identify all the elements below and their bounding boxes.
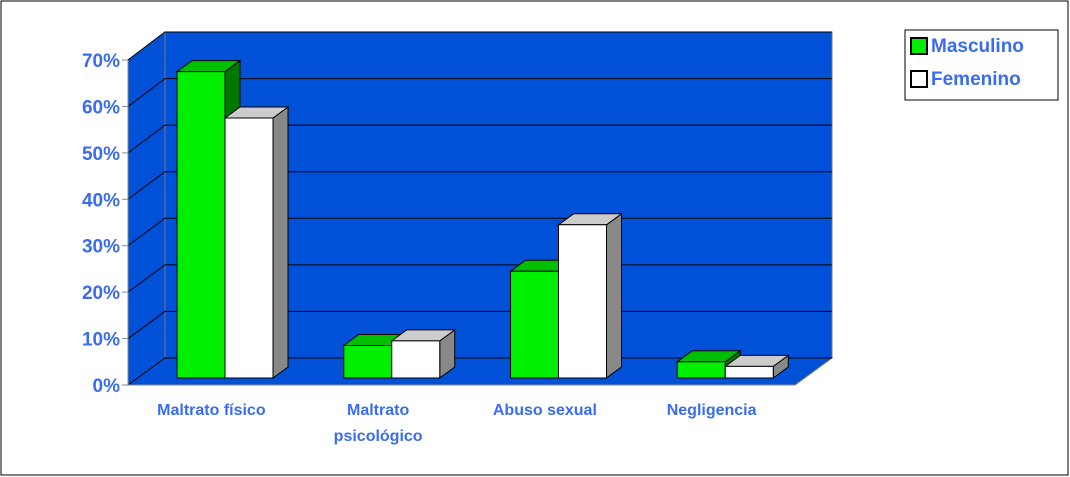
bar-front	[724, 365, 774, 379]
bar-front	[176, 71, 226, 379]
x-tick-label: Abuso sexual	[492, 402, 597, 419]
bar-front	[391, 340, 441, 379]
y-tick-label: 30%	[82, 237, 120, 258]
legend-box	[904, 29, 1059, 101]
grid-line	[127, 124, 832, 154]
bar-front	[676, 361, 726, 379]
bar-front	[558, 224, 607, 379]
bar-front	[224, 117, 274, 379]
bar	[556, 212, 624, 379]
y-tick-label: 70%	[82, 51, 120, 72]
legend-swatch	[910, 70, 928, 88]
legend-label: Femenino	[931, 69, 1021, 90]
y-tick-label: 50%	[82, 144, 120, 165]
y-tick-label: 0%	[93, 376, 121, 397]
x-tick-label: Maltrato físico	[157, 402, 266, 419]
bar	[723, 354, 790, 379]
bar-front	[510, 270, 559, 379]
legend-label: Masculino	[931, 36, 1024, 57]
grid-line	[127, 78, 832, 107]
grid-line	[127, 31, 832, 61]
y-tick-label: 20%	[82, 283, 120, 304]
bar-side	[606, 212, 622, 379]
legend-swatch	[910, 37, 928, 55]
x-tick-label: Negligencia	[666, 402, 757, 419]
y-tick-label: 40%	[82, 190, 120, 211]
x-tick-label: Maltrato psicológico	[333, 402, 423, 445]
bar	[390, 328, 457, 379]
grid-line	[127, 171, 832, 200]
bar-side	[272, 106, 289, 379]
bar	[223, 106, 290, 379]
y-tick-label: 60%	[82, 97, 120, 118]
y-tick-label: 10%	[82, 330, 120, 351]
bar-front	[343, 345, 393, 379]
side-wall	[127, 30, 166, 386]
